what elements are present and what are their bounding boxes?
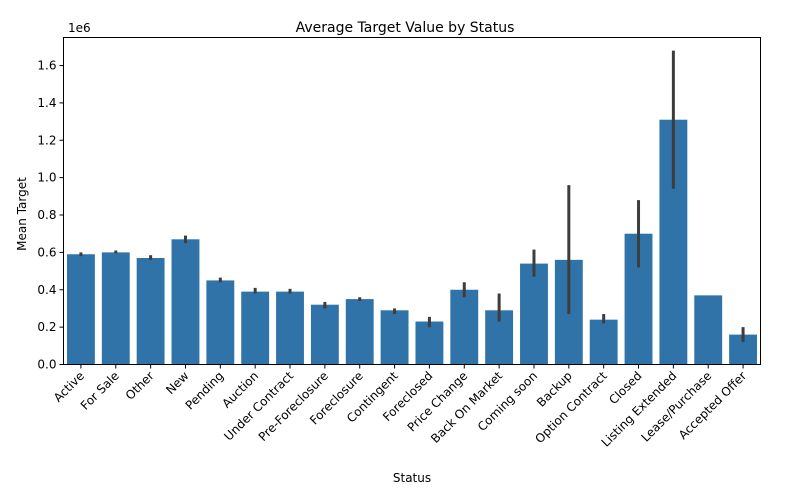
bar-price-change	[450, 289, 479, 365]
y-tick-label: 0.2	[37, 320, 56, 334]
y-tick-label: 0.0	[37, 358, 56, 372]
bar-coming-soon	[520, 263, 548, 365]
bar-pre-foreclosure	[310, 304, 339, 365]
x-tick-label: Other	[123, 369, 157, 403]
x-tick-label: For Sale	[78, 369, 122, 413]
bar-contingent	[380, 310, 409, 365]
y-tick-label: 0.6	[37, 245, 56, 259]
chart-title: Average Target Value by Status	[296, 20, 515, 36]
bar-option-contract	[589, 319, 618, 365]
y-tick-label: 0.4	[37, 283, 56, 297]
bar-lease-purchase	[694, 295, 723, 365]
error-bars-group	[79, 50, 745, 343]
bar-auction	[241, 291, 270, 365]
y-tick-label: 1.0	[37, 171, 56, 185]
bar-under-contract	[276, 291, 304, 365]
y-tick-label: 0.8	[37, 208, 56, 222]
bar-foreclosed	[415, 321, 444, 365]
y-axis: 0.0 0.2 0.4 0.6 0.8 1.0 1.2 1.4 1.6	[37, 59, 64, 372]
bar-other	[136, 257, 165, 365]
x-tick-label: New	[163, 369, 192, 398]
plot-frame	[63, 37, 761, 365]
y-tick-label: 1.4	[37, 96, 56, 110]
y-axis-label: Mean Target	[15, 177, 29, 251]
bar-for-sale	[101, 252, 130, 365]
bar-pending	[206, 280, 235, 365]
y-tick-label: 1.6	[37, 59, 56, 73]
bars-group	[66, 119, 758, 365]
x-axis-label: Status	[393, 471, 431, 485]
x-tick-label: Pending	[183, 369, 227, 413]
bar-foreclosure	[345, 299, 374, 365]
bar-new	[171, 239, 200, 365]
bar-active	[66, 254, 95, 365]
y-axis-offset-label: 1e6	[68, 21, 91, 35]
y-tick-label: 1.2	[37, 133, 56, 147]
